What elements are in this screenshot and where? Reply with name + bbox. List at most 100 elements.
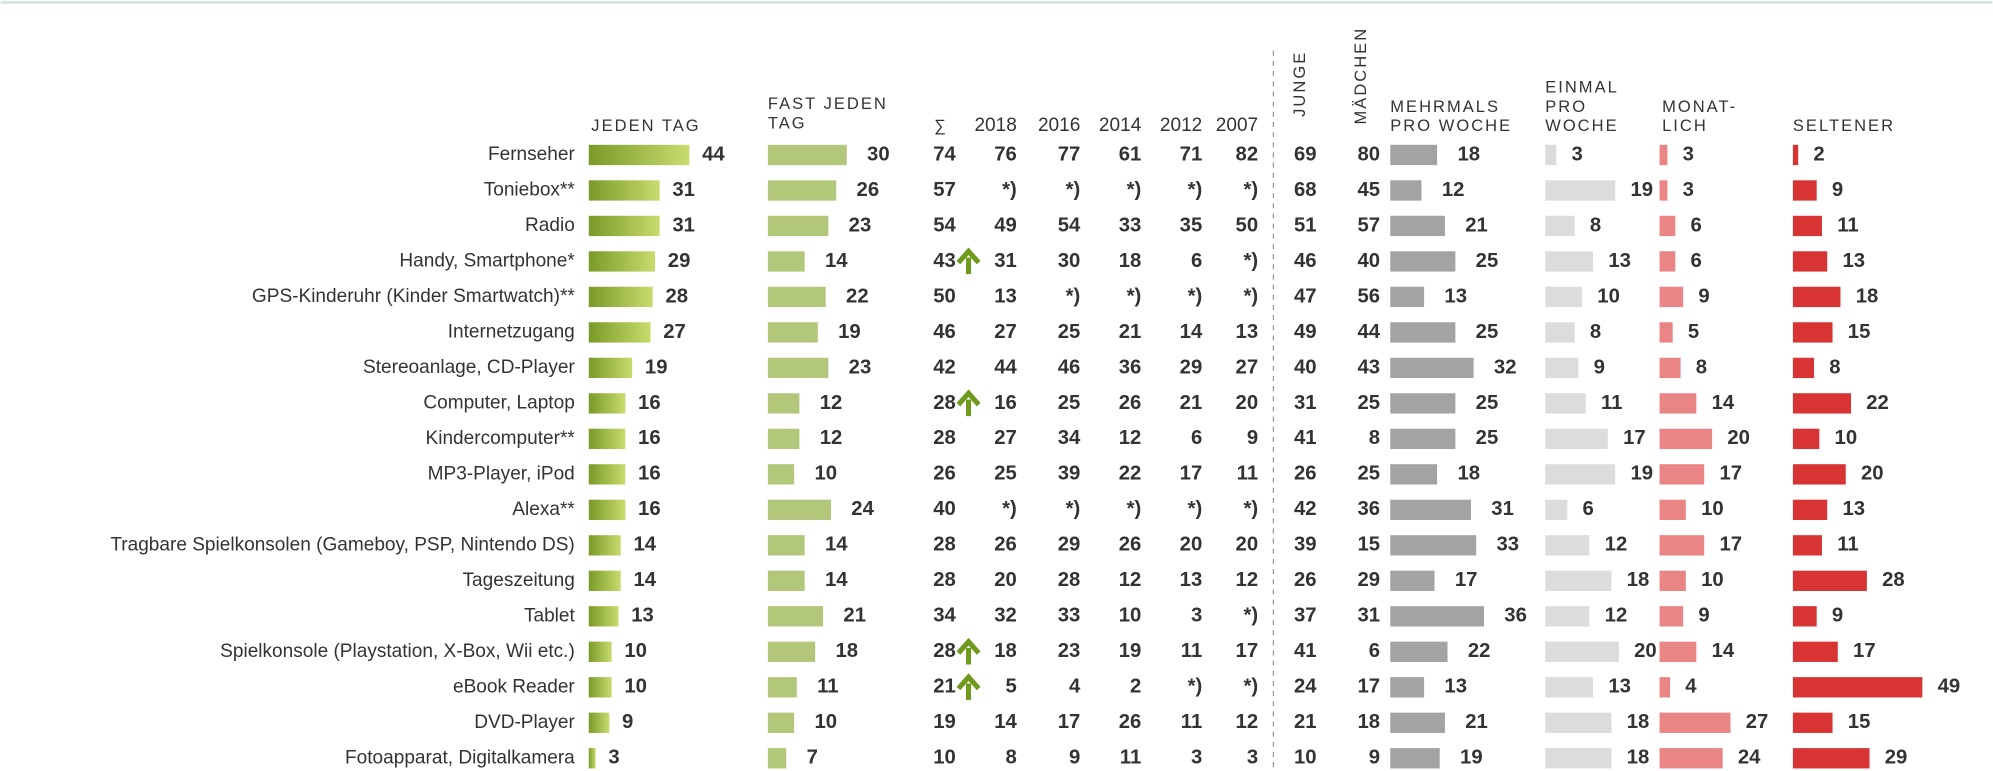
bar (1545, 712, 1612, 733)
value-label: 18 (1627, 747, 1650, 769)
row-label: Fernseher (488, 144, 575, 165)
value-label: 10 (1597, 285, 1620, 307)
value-label: 10 (624, 676, 647, 698)
value-label: 9 (622, 711, 633, 733)
year-value: *) (1243, 676, 1258, 698)
bar (1390, 251, 1456, 272)
year-value: 2 (1130, 676, 1141, 698)
bar (767, 251, 805, 272)
year-value: *) (1066, 179, 1081, 201)
bar (588, 251, 656, 272)
value-label: 10 (1701, 569, 1724, 591)
year-value: 17 (1236, 640, 1259, 662)
year-value: 3 (1247, 747, 1258, 769)
row-label: Alexa** (512, 499, 575, 520)
value-label: 3 (1683, 179, 1694, 201)
column-header: JUNGE (1291, 51, 1309, 117)
year-value: 39 (1058, 463, 1081, 485)
bar (1792, 357, 1815, 379)
bar (1659, 428, 1713, 450)
bar (1390, 428, 1456, 450)
year-value: 25 (994, 463, 1017, 485)
value-label: 18 (1856, 285, 1879, 307)
year-value: 12 (1119, 427, 1142, 449)
year-value: 26 (1119, 534, 1142, 556)
value-label: 23 (849, 214, 872, 236)
boys-value: 21 (1294, 711, 1317, 733)
bar (1390, 144, 1438, 166)
bar (1545, 428, 1608, 450)
boys-value: 49 (1294, 321, 1317, 343)
value-label: 16 (638, 463, 661, 485)
bar (588, 677, 612, 698)
year-value: 4 (1069, 676, 1081, 698)
value-label: 36 (1504, 605, 1527, 627)
bar (1659, 180, 1668, 201)
sum-value: 28 (933, 640, 956, 662)
sum-value: 28 (933, 427, 956, 449)
year-value: 20 (1236, 534, 1259, 556)
value-label: 17 (1623, 427, 1646, 449)
year-value: *) (1188, 498, 1203, 520)
value-label: 2 (1813, 143, 1824, 165)
sum-value: 42 (933, 356, 956, 378)
sum-value: 28 (933, 392, 956, 414)
boys-value: 40 (1294, 356, 1317, 378)
row-label: GPS-Kinderuhr (Kinder Smartwatch)** (252, 286, 575, 307)
year-value: 21 (1180, 392, 1203, 414)
column-header: MÄDCHEN (1352, 27, 1370, 125)
bar (1659, 322, 1673, 343)
year-value: 9 (1069, 747, 1080, 769)
bar (1659, 144, 1668, 166)
bar (767, 712, 795, 733)
column-header: 2012 (1160, 115, 1202, 136)
year-value: 26 (1119, 392, 1142, 414)
row-label: Fotoapparat, Digitalkamera (345, 747, 575, 768)
value-label: 29 (668, 250, 691, 272)
year-value: *) (1188, 179, 1203, 201)
year-value: 29 (1058, 534, 1081, 556)
year-value: 35 (1180, 214, 1203, 236)
value-label: 13 (1444, 676, 1467, 698)
year-value: *) (1243, 498, 1258, 520)
value-label: 25 (1476, 427, 1499, 449)
value-label: 6 (1583, 498, 1594, 520)
girls-value: 6 (1369, 640, 1380, 662)
value-label: 18 (1457, 463, 1480, 485)
bar (767, 357, 829, 379)
value-label: 11 (1837, 214, 1858, 236)
year-value: *) (1066, 285, 1081, 307)
value-label: 21 (1465, 711, 1488, 733)
year-value: 46 (1058, 356, 1081, 378)
column-header: LICH (1662, 117, 1708, 135)
year-value: 31 (994, 250, 1017, 272)
year-value: 20 (994, 569, 1017, 591)
sum-value: 10 (933, 747, 956, 769)
value-label: 10 (1701, 498, 1724, 520)
value-label: 21 (1465, 214, 1488, 236)
bar (1390, 322, 1456, 343)
value-label: 14 (1712, 392, 1735, 414)
bar (1659, 641, 1697, 662)
sum-value: 46 (933, 321, 956, 343)
year-value: 11 (1120, 747, 1141, 769)
value-label: 19 (1630, 463, 1653, 485)
value-label: 10 (814, 463, 837, 485)
column-header: 2014 (1099, 115, 1142, 136)
bar (588, 499, 626, 521)
bar (1545, 499, 1568, 521)
trend-arrow (956, 247, 981, 275)
boys-value: 69 (1294, 143, 1317, 165)
boys-value: 26 (1294, 463, 1317, 485)
bar (1792, 535, 1822, 556)
value-label: 16 (638, 392, 661, 414)
bar (767, 641, 816, 662)
bar (767, 144, 847, 166)
row-label: Tageszeitung (463, 570, 575, 591)
value-label: 8 (1829, 356, 1840, 378)
girls-value: 80 (1358, 143, 1381, 165)
bar (767, 215, 829, 237)
value-label: 31 (672, 214, 695, 236)
sum-value: 43 (933, 250, 956, 272)
bar (588, 286, 653, 308)
